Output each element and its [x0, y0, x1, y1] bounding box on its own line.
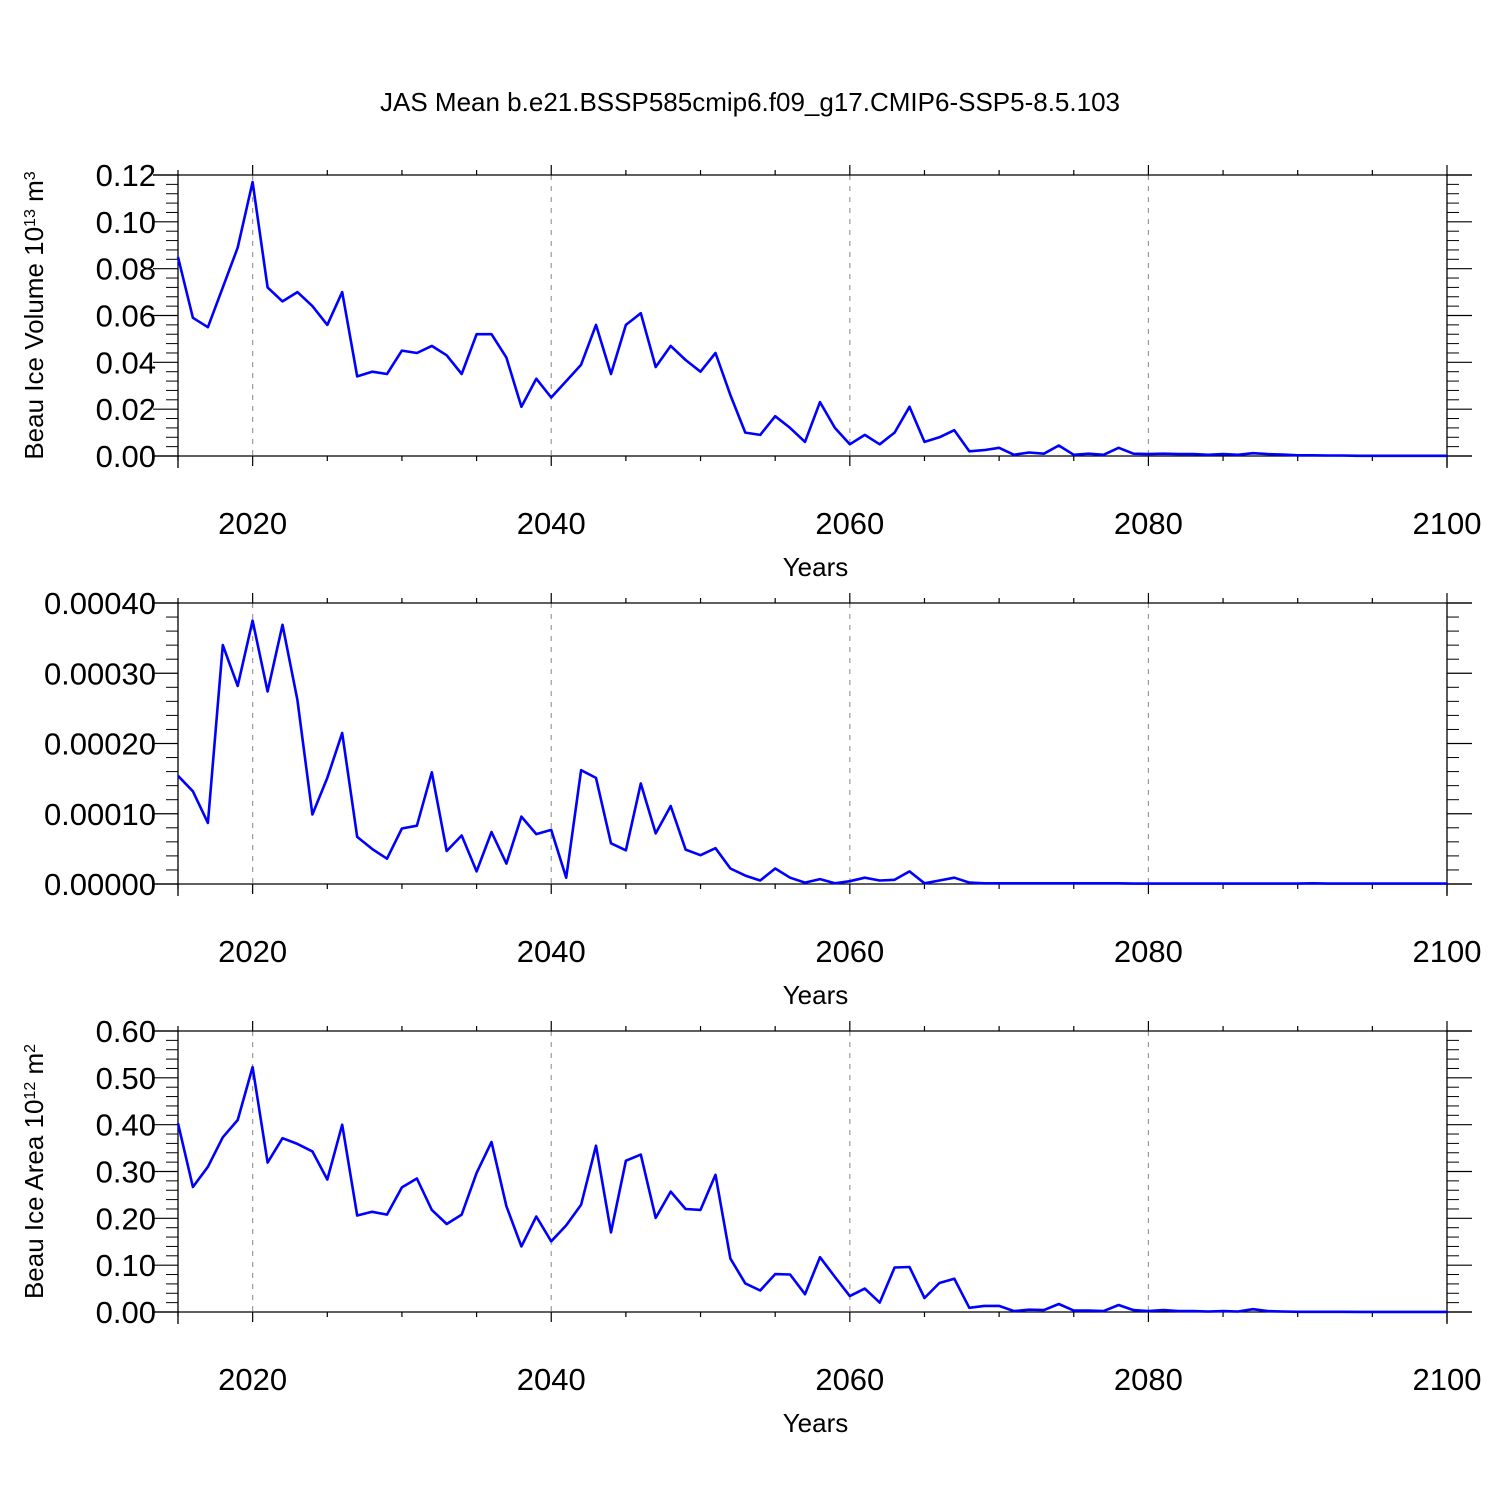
y-axis-title: Beau Ice Volume 1013 m3: [19, 171, 49, 459]
chart-panel-3: 2020 2040 2060 2080 2100 0.00 0.10 0.20 0.30 0.40…: [19, 1014, 1481, 1438]
y-tick-label: 0.30: [96, 1155, 156, 1190]
x-tick-label: 2020: [218, 1362, 287, 1397]
series-line: [176, 180, 1447, 458]
y-tick-label: 0.00030: [44, 656, 156, 691]
y-tick-label: 0.04: [96, 345, 156, 380]
x-tick-label: 2060: [815, 506, 884, 541]
y-tick-label: 0.00010: [44, 797, 156, 832]
x-tick-label: 2040: [517, 506, 586, 541]
y-tick-label: 0.00020: [44, 727, 156, 762]
x-tick-label: 2060: [815, 934, 884, 969]
x-tick-label: 2080: [1114, 934, 1183, 969]
x-tick-label: 2080: [1114, 1362, 1183, 1397]
y-tick-label: 0.00: [96, 1295, 156, 1330]
x-tick-label: 2040: [517, 934, 586, 969]
x-tick-label: 2100: [1413, 1362, 1482, 1397]
y-tick-label: 0.40: [96, 1108, 156, 1143]
x-axis-title: Years: [783, 552, 849, 582]
y-tick-label: 0.12: [96, 158, 156, 193]
x-tick-label: 2020: [218, 506, 287, 541]
x-tick-label: 2020: [218, 934, 287, 969]
series-line: [177, 619, 1447, 885]
chart-title: JAS Mean b.e21.BSSP585cmip6.f09_g17.CMIP…: [380, 87, 1120, 117]
y-tick-label: 0.10: [96, 1248, 156, 1283]
y-tick-label: 0.00000: [44, 867, 156, 902]
series-line: [176, 1065, 1447, 1314]
y-tick-label: 0.02: [96, 392, 156, 427]
y-tick-label: 0.00040: [44, 586, 156, 621]
y-tick-label: 0.08: [96, 252, 156, 287]
y-tick-label: 0.60: [96, 1014, 156, 1049]
y-tick-label: 0.20: [96, 1201, 156, 1236]
x-tick-label: 2080: [1114, 506, 1183, 541]
x-tick-label: 2100: [1413, 934, 1482, 969]
y-tick-label: 0.10: [96, 205, 156, 240]
y-tick-label: 0.06: [96, 299, 156, 334]
y-axis-title: Beau Ice Area 1012 m2: [19, 1044, 49, 1299]
x-axis-title: Years: [783, 980, 849, 1010]
x-tick-label: 2100: [1413, 506, 1482, 541]
x-tick-label: 2040: [517, 1362, 586, 1397]
y-tick-label: 0.00: [96, 439, 156, 474]
x-axis-title: Years: [783, 1408, 849, 1438]
x-tick-label: 2060: [815, 1362, 884, 1397]
chart-panel-2: 2020 2040 2060 2080 2100 0.00000 0.00010 0.0002…: [44, 586, 1482, 1010]
y-tick-label: 0.50: [96, 1061, 156, 1096]
chart-panel-1: 2020 2040 2060 2080 2100 0.00 0.02 0.04 0.06 0.08…: [19, 158, 1481, 582]
